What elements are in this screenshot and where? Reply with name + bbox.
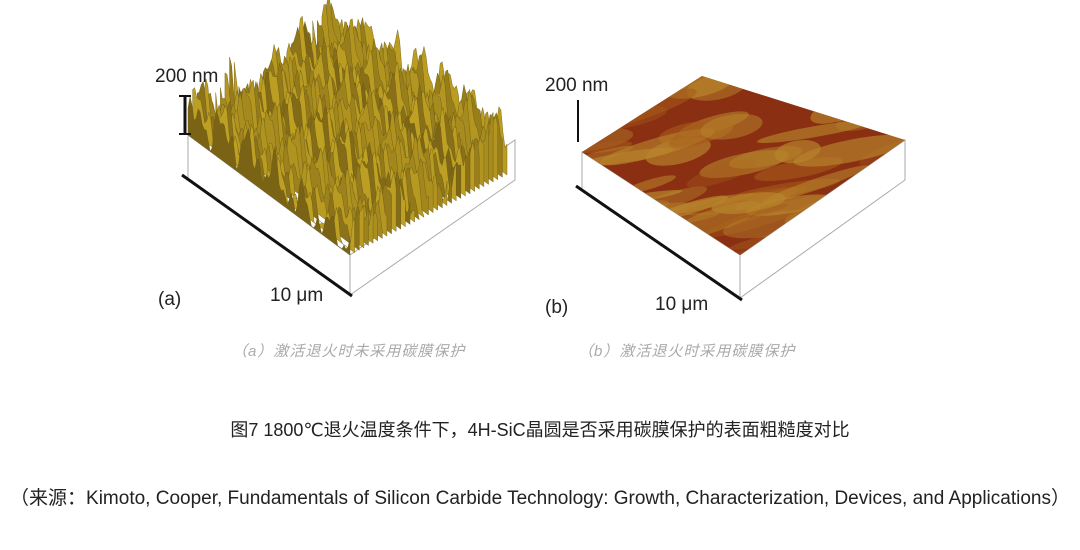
texture <box>582 141 633 154</box>
texture <box>859 76 905 82</box>
texture <box>187 96 351 256</box>
scale-label: 10 μm <box>655 294 709 315</box>
texture <box>700 113 763 140</box>
figure-caption: 图7 1800℃退火温度条件下，4H-SiC晶圆是否采用碳膜保护的表面粗糙度对比 <box>230 420 850 440</box>
texture <box>711 192 786 214</box>
texture <box>699 150 789 178</box>
panel-label: (b) <box>545 297 569 318</box>
axis-line <box>181 173 353 298</box>
texture <box>844 233 905 252</box>
axis-line <box>575 184 743 302</box>
scale-label: 10 μm <box>270 285 324 306</box>
texture <box>756 120 874 144</box>
texture <box>866 98 905 115</box>
scale-label: 200 nm <box>155 66 219 87</box>
texture <box>804 78 889 109</box>
texture <box>761 165 868 204</box>
texture <box>728 146 803 169</box>
panel-caption: （a）激活退火时未采用碳膜保护 <box>232 343 466 360</box>
texture <box>746 194 834 216</box>
source-note: （来源：Kimoto, Cooper, Fundamentals of Sili… <box>10 488 1070 509</box>
texture <box>686 159 758 188</box>
panel-label: (a) <box>158 289 182 310</box>
afm-surface-a <box>187 0 516 296</box>
texture <box>582 236 613 254</box>
texture <box>599 128 716 166</box>
texture <box>779 76 905 88</box>
panel-caption: （b）激活退火时采用碳膜保护 <box>578 343 796 360</box>
afm-figure <box>179 0 906 302</box>
texture <box>679 203 789 239</box>
scale-label: 200 nm <box>545 75 609 96</box>
texture <box>793 134 905 167</box>
